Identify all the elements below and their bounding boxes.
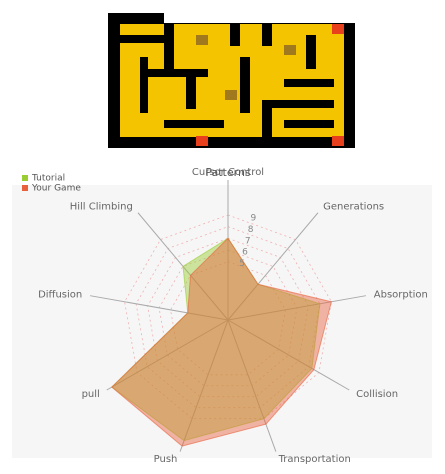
grid-ring bbox=[158, 249, 298, 387]
axis-label: Diffusion bbox=[38, 289, 82, 300]
axis-label: Generations bbox=[323, 202, 384, 213]
axis-label: Transportation bbox=[278, 454, 351, 465]
spoke bbox=[179, 319, 229, 452]
chart-title: Patterns bbox=[205, 166, 251, 179]
spoke bbox=[227, 319, 277, 452]
game-board bbox=[108, 13, 355, 148]
series-area bbox=[111, 237, 333, 447]
r-tick-label: 6 bbox=[242, 248, 248, 258]
r-tick-label: 5 bbox=[239, 259, 245, 269]
axis-label: Absorption bbox=[374, 289, 428, 300]
axis-label: Cursor Control bbox=[192, 167, 264, 178]
spoke bbox=[227, 212, 319, 321]
spoke bbox=[227, 319, 350, 391]
r-tick-label: 7 bbox=[245, 236, 251, 246]
legend-swatch bbox=[22, 185, 28, 191]
grid-ring bbox=[147, 237, 309, 398]
legend-swatch bbox=[22, 175, 28, 181]
grid-ring bbox=[135, 226, 321, 409]
r-tick-label: 8 bbox=[248, 225, 254, 235]
axis-label: pull bbox=[82, 389, 100, 400]
axis-label: Collision bbox=[356, 389, 398, 400]
axis-label: Hill Climbing bbox=[70, 202, 133, 213]
spoke bbox=[106, 319, 229, 391]
spoke bbox=[90, 295, 229, 321]
axis-label: Push bbox=[154, 454, 178, 465]
series-area bbox=[111, 237, 321, 442]
legend-label: Your Game bbox=[31, 184, 81, 194]
plot-area bbox=[12, 185, 432, 458]
spoke bbox=[227, 295, 366, 321]
legend-label: Tutorial bbox=[31, 174, 65, 184]
r-tick-label: 9 bbox=[251, 214, 257, 224]
